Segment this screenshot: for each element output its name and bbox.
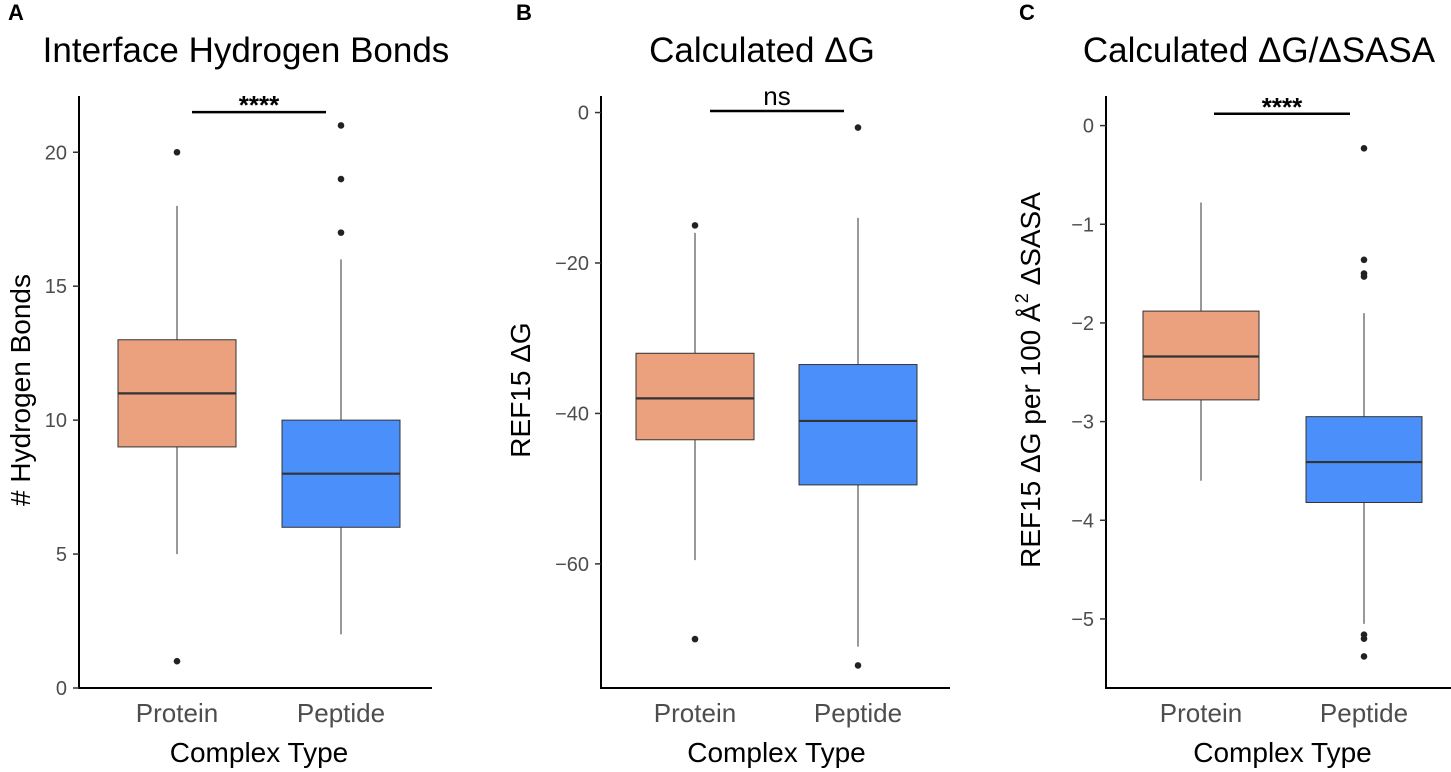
panel-c-peptide-box: [1305, 416, 1423, 504]
panel-a-peptide-category-label: Peptide: [297, 698, 385, 728]
panel-b-x-axis-title: Complex Type: [687, 737, 865, 768]
panel-c-peptide-category-label: Peptide: [1320, 698, 1408, 728]
panel-c-y-tick-label: −2: [1071, 313, 1094, 335]
panel-b-y-tick-label: −20: [555, 253, 589, 275]
panel-a-y-tick-label: 0: [56, 678, 67, 700]
panel-c-y-tick-label: −4: [1071, 510, 1094, 532]
panel-c-peptide-outlier: [1360, 635, 1368, 642]
panel-b-y-tick-label: −60: [555, 554, 589, 576]
panel-a-peptide-outlier: [337, 175, 345, 183]
panel-a-protein-outlier: [173, 148, 181, 156]
panel-c-y-tick-label: −5: [1071, 609, 1094, 631]
panel-b-peptide-category-label: Peptide: [814, 698, 902, 728]
panel-c-y-tick-label: 0: [1083, 116, 1094, 138]
panel-c-title: Calculated ΔG/ΔSASA: [1083, 31, 1436, 70]
panel-b-y-axis-title: REF15 ΔG: [505, 322, 536, 457]
panel-c-y-tick-label: −3: [1071, 412, 1094, 434]
panel-b-peptide-outlier: [854, 124, 862, 131]
panel-c-letter: C: [1019, 0, 1035, 25]
panel-a-y-axis-title: # Hydrogen Bonds: [5, 274, 36, 506]
panel-b-protein-outlier: [691, 635, 699, 643]
panel-b-y-tick-label: 0: [578, 103, 589, 125]
panel-b-peptide-box: [798, 364, 918, 486]
panel-c-y-tick-label: −1: [1071, 214, 1094, 236]
panel-a-y-tick-label: 20: [45, 142, 67, 164]
panel-c-peptide-outlier: [1360, 144, 1368, 152]
panel-b-title: Calculated ΔG: [649, 31, 875, 70]
panel-a-y-tick-label: 5: [56, 544, 67, 566]
panel-b-protein-category-label: Protein: [654, 698, 736, 728]
panel-b-protein-box: [635, 352, 755, 441]
panel-b-peptide-outlier: [854, 662, 862, 669]
panel-a-letter: A: [8, 0, 24, 25]
panel-a-y-tick-label: 10: [45, 410, 67, 432]
panel-c-protein-category-label: Protein: [1160, 698, 1242, 728]
panel-c-peptide-outlier: [1360, 256, 1368, 264]
panel-c-peptide-outlier: [1360, 273, 1368, 280]
panel-b-protein-outlier: [691, 222, 699, 229]
panel-b-letter: B: [516, 0, 532, 25]
panel-a-x-axis-title: Complex Type: [170, 737, 348, 768]
panel-a-protein-outlier: [173, 657, 181, 665]
panel-a-title: Interface Hydrogen Bonds: [43, 31, 450, 70]
panel-a-peptide-outlier: [337, 229, 345, 236]
panel-c-x-axis-title: Complex Type: [1193, 737, 1371, 768]
panel-b-significance-label: ns: [763, 81, 790, 111]
panel-c-significance-label: ****: [1262, 92, 1303, 122]
panel-c-y-axis-title: REF15 ΔG per 100 Å2 ΔSASA: [1012, 192, 1046, 568]
panel-a-significance-label: ****: [239, 90, 280, 120]
panel-a-peptide-outlier: [337, 122, 345, 129]
panel-a-y-tick-label: 15: [45, 276, 67, 298]
panel-c-peptide-outlier: [1360, 653, 1368, 660]
panel-a-protein-category-label: Protein: [136, 698, 218, 728]
panel-b-y-tick-label: −40: [555, 403, 589, 425]
